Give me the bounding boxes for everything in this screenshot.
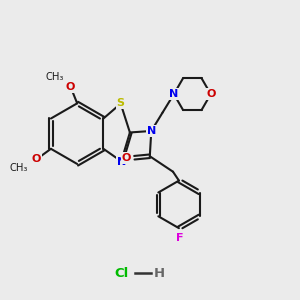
- Text: N: N: [117, 157, 127, 167]
- Text: H: H: [154, 267, 165, 280]
- Text: CH₃: CH₃: [45, 73, 64, 82]
- Text: O: O: [121, 153, 131, 163]
- Text: O: O: [32, 154, 41, 164]
- Text: O: O: [207, 89, 216, 99]
- Text: F: F: [176, 233, 183, 243]
- Text: N: N: [147, 126, 156, 136]
- Text: N: N: [169, 89, 178, 99]
- Text: O: O: [66, 82, 75, 92]
- Text: S: S: [117, 98, 125, 108]
- Text: Cl: Cl: [115, 267, 129, 280]
- Text: CH₃: CH₃: [9, 163, 27, 172]
